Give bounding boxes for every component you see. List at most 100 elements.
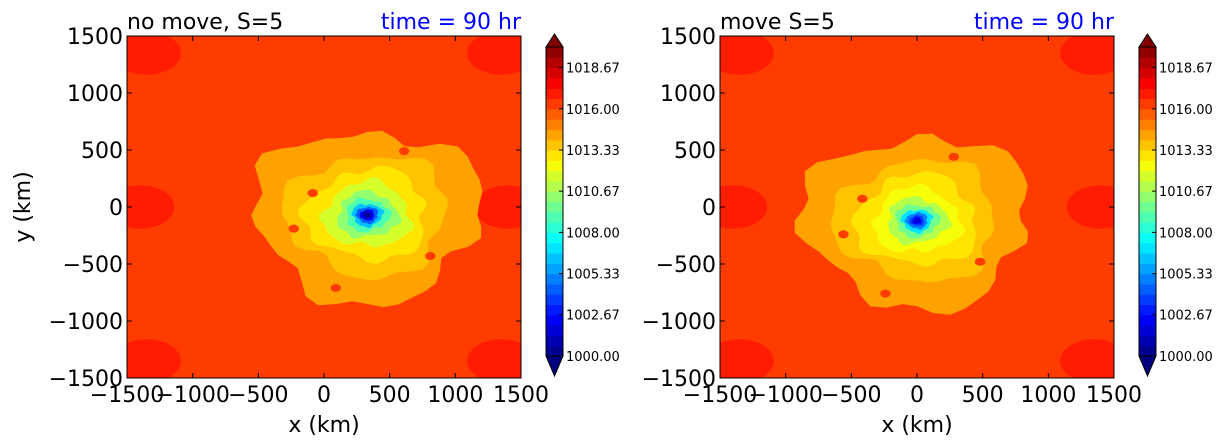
x-axis-label: x (km) — [288, 413, 359, 438]
x-tick-label: 1500 — [1086, 383, 1142, 408]
x-tick-label: −1000 — [155, 383, 229, 408]
field-spot — [838, 230, 849, 239]
field-high-patch — [473, 185, 521, 229]
colorbar-level — [1139, 335, 1156, 347]
colorbar-level — [1139, 253, 1156, 264]
x-axis-label: x (km) — [881, 413, 952, 438]
x-tick-label: −500 — [228, 383, 288, 408]
colorbar-tick-label: 1000.00 — [566, 350, 620, 365]
colorbar-level — [546, 119, 563, 130]
colorbar: 1000.00 1002.67 1005.33 1008.00 1010.67 1013.… — [545, 33, 620, 378]
colorbar-tick-label: 1018.67 — [566, 62, 620, 77]
colorbar-tick-label: 1016.00 — [566, 103, 620, 118]
colorbar-level — [546, 150, 563, 161]
y-tick-label: 0 — [109, 196, 123, 221]
colorbar-extend-max — [545, 33, 564, 48]
colorbar-level — [546, 345, 563, 357]
chart-panel-2: −1500−1000−500 0 500 1000 1500−1500−1000−500… — [642, 10, 1213, 438]
colorbar-level — [1139, 67, 1156, 79]
field-spot — [948, 152, 960, 161]
colorbar-level — [1139, 77, 1156, 89]
field-high-patch — [720, 339, 774, 378]
colorbar-level — [1139, 222, 1156, 233]
colorbar-frame — [1138, 46, 1157, 357]
colorbar-tick-label: 1016.00 — [1159, 103, 1213, 118]
x-tick-label: −1500 — [90, 383, 164, 408]
colorbar-level — [546, 180, 563, 192]
pressure-field — [720, 36, 1114, 378]
field-high-patch — [720, 185, 768, 229]
colorbar-level — [1139, 273, 1156, 285]
colorbar-tick-label: 1010.67 — [1159, 185, 1213, 200]
colorbar-level — [1139, 47, 1156, 58]
colorbar-level — [546, 325, 563, 336]
y-axis-label: y (km) — [11, 171, 36, 242]
colorbar-level — [546, 273, 563, 285]
field-contour-band — [364, 212, 371, 217]
time-label: time = 90 hr — [381, 10, 522, 35]
field-spot — [857, 194, 868, 203]
pressure-field — [127, 36, 521, 378]
field-contour-band — [914, 218, 920, 223]
colorbar-level — [1139, 119, 1156, 130]
colorbar-level — [546, 253, 563, 264]
field-spot — [880, 289, 891, 298]
colorbar-extend-max — [1138, 33, 1157, 48]
x-tick-label: 1000 — [1020, 383, 1076, 408]
field-spot — [425, 252, 436, 261]
colorbar-extend-min — [545, 355, 564, 378]
colorbar-level — [1139, 345, 1156, 357]
field-spot — [288, 224, 300, 233]
x-tick-label: 500 — [369, 383, 411, 408]
y-tick-label: −1000 — [49, 310, 123, 335]
colorbar-level — [1139, 108, 1156, 120]
colorbar-level — [546, 335, 563, 347]
colorbar-tick-label: 1005.33 — [566, 268, 620, 283]
colorbar-level — [1139, 232, 1156, 244]
colorbar-level — [546, 294, 563, 306]
colorbar-level — [546, 129, 563, 141]
y-tick-label: 0 — [702, 196, 716, 221]
colorbar-level — [1139, 57, 1156, 69]
x-tick-label: −1000 — [748, 383, 822, 408]
colorbar: 1000.00 1002.67 1005.33 1008.00 1010.67 1013.… — [1138, 33, 1213, 378]
colorbar-level — [546, 232, 563, 244]
colorbar-level — [1139, 139, 1156, 151]
x-tick-label: −1500 — [683, 383, 757, 408]
colorbar-tick-label: 1010.67 — [566, 185, 620, 200]
y-tick-label: −500 — [63, 253, 123, 278]
x-tick-label: 1500 — [493, 383, 549, 408]
field-high-patch — [720, 36, 774, 75]
y-tick-label: 1500 — [67, 25, 123, 50]
colorbar-level — [546, 108, 563, 120]
colorbar-level — [546, 67, 563, 79]
colorbar-level — [1139, 180, 1156, 192]
colorbar-level — [546, 263, 563, 275]
field-high-patch — [467, 36, 521, 75]
x-tick-label: 0 — [317, 383, 331, 408]
y-tick-label: 1500 — [660, 25, 716, 50]
chart-panel-1: −1500−1000−500 0 500 1000 1500−1500−1000−500… — [11, 10, 620, 438]
colorbar-level — [1139, 201, 1156, 213]
colorbar-level — [1139, 283, 1156, 295]
field-high-patch — [467, 339, 521, 378]
colorbar-level — [1139, 129, 1156, 141]
x-tick-label: 0 — [910, 383, 924, 408]
field-high-patch — [127, 36, 181, 75]
colorbar-level — [546, 191, 563, 203]
colorbar-tick-label: 1005.33 — [1159, 268, 1213, 283]
field-high-patch — [1060, 36, 1114, 75]
field-high-patch — [1066, 185, 1114, 229]
colorbar-level — [546, 304, 563, 316]
colorbar-level — [546, 47, 563, 58]
colorbar-level — [546, 88, 563, 100]
colorbar-level — [1139, 170, 1156, 182]
y-tick-label: −1500 — [642, 367, 716, 392]
colorbar-level — [546, 77, 563, 89]
colorbar-level — [546, 139, 563, 151]
colorbar-level — [1139, 150, 1156, 161]
colorbar-level — [1139, 304, 1156, 316]
field-high-patch — [1060, 339, 1114, 378]
colorbar-tick-label: 1002.67 — [1159, 309, 1213, 324]
